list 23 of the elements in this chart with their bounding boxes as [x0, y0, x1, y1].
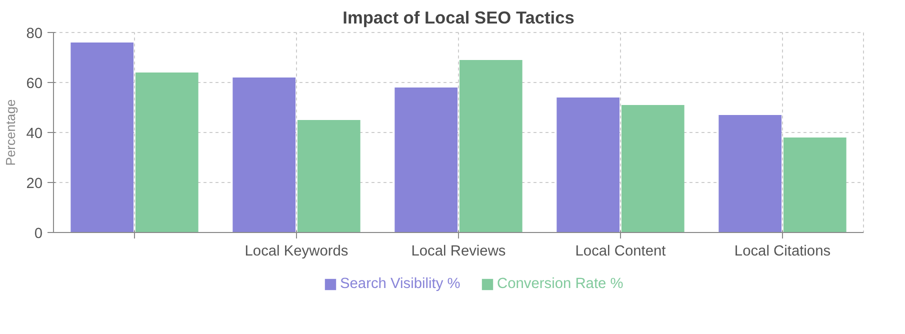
bar: [70, 42, 134, 232]
y-tick-label: 40: [26, 126, 43, 142]
bar: [394, 88, 458, 232]
y-tick-label: 20: [26, 176, 43, 192]
bar: [135, 72, 198, 232]
x-tick-label: Local Reviews: [411, 244, 506, 260]
bar: [459, 60, 522, 232]
bar: [621, 105, 684, 232]
bar: [232, 78, 296, 232]
legend-label: Search Visibility %: [340, 276, 460, 292]
legend-label: Conversion Rate %: [497, 276, 624, 292]
y-tick-label: 0: [34, 226, 43, 242]
bar: [556, 98, 620, 232]
bar: [297, 120, 360, 232]
x-tick-label: Local Keywords: [244, 244, 348, 260]
x-tick-label: Local Content: [575, 244, 666, 260]
x-tick-label: Local Citations: [734, 244, 831, 260]
y-tick-label: 80: [26, 26, 43, 42]
chart-title: Impact of Local SEO Tactics: [342, 8, 574, 28]
bar: [783, 138, 846, 232]
y-tick-label: 60: [26, 76, 43, 92]
y-axis-title: Percentage: [3, 99, 18, 166]
bar: [718, 115, 782, 232]
